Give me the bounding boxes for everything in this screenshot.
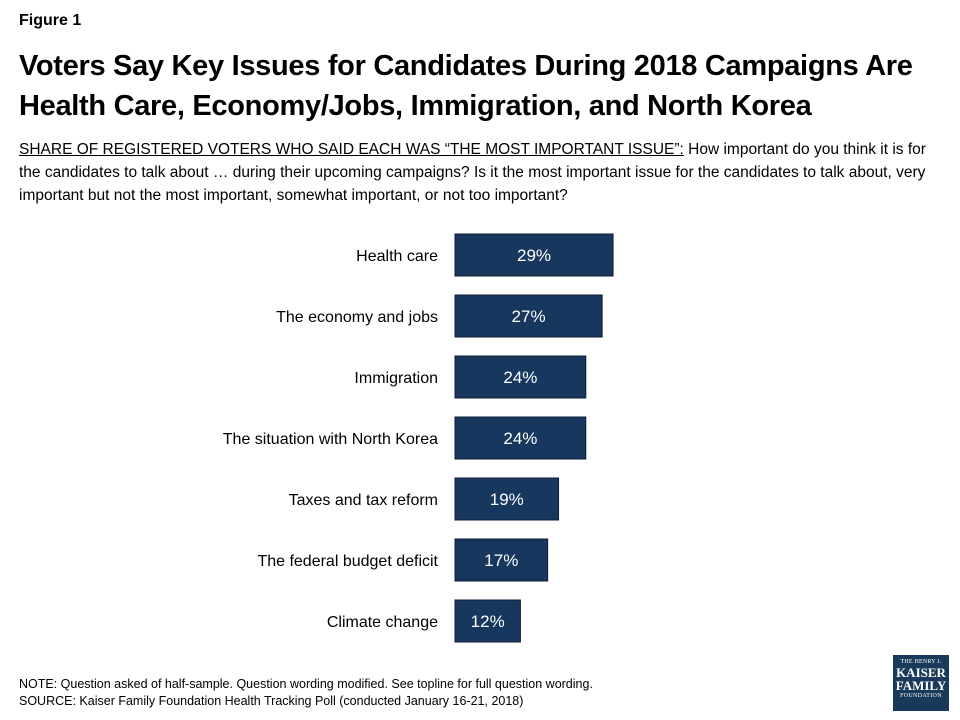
bar (454, 233, 614, 277)
category-label: Immigration (354, 370, 438, 387)
note-text: NOTE: Question asked of half-sample. Que… (19, 677, 593, 691)
bar (454, 599, 521, 643)
category-label: Climate change (327, 614, 438, 631)
bar (454, 477, 560, 521)
kff-logo: THE HENRY J. KAISER FAMILY FOUNDATION (893, 655, 949, 711)
bar (454, 538, 549, 582)
subtitle-question: How important do you think it is for the… (19, 141, 926, 204)
category-label: The federal budget deficit (257, 553, 438, 570)
figure-label: Figure 1 (19, 12, 82, 29)
value-label: 24% (503, 429, 537, 448)
value-label: 12% (471, 612, 505, 631)
chart-title: Voters Say Key Issues for Candidates Dur… (19, 50, 913, 122)
value-label: 27% (512, 307, 546, 326)
logo-line-4: FOUNDATION (900, 693, 942, 699)
logo-line-3: FAMILY (895, 678, 947, 693)
value-label: 19% (490, 490, 524, 509)
category-label: Taxes and tax reform (289, 492, 438, 509)
bar (454, 355, 587, 399)
source-text: SOURCE: Kaiser Family Foundation Health … (19, 694, 524, 708)
bar (454, 416, 587, 460)
category-label: The situation with North Korea (223, 431, 438, 448)
chart-subtitle: SHARE OF REGISTERED VOTERS WHO SAID EACH… (19, 138, 939, 207)
subtitle-lead: SHARE OF REGISTERED VOTERS WHO SAID EACH… (19, 141, 684, 158)
bar-chart: Health care 29% The economy and jobs 27% Imm… (223, 233, 614, 643)
category-label: The economy and jobs (276, 309, 438, 326)
category-label: Health care (356, 248, 438, 265)
value-label: 24% (503, 368, 537, 387)
value-label: 29% (517, 246, 551, 265)
footnotes: NOTE: Question asked of half-sample. Que… (19, 676, 593, 710)
logo-line-1: THE HENRY J. (900, 659, 942, 665)
value-label: 17% (484, 551, 518, 570)
logo-line-2: KAISER (896, 665, 946, 680)
bar (454, 294, 603, 338)
